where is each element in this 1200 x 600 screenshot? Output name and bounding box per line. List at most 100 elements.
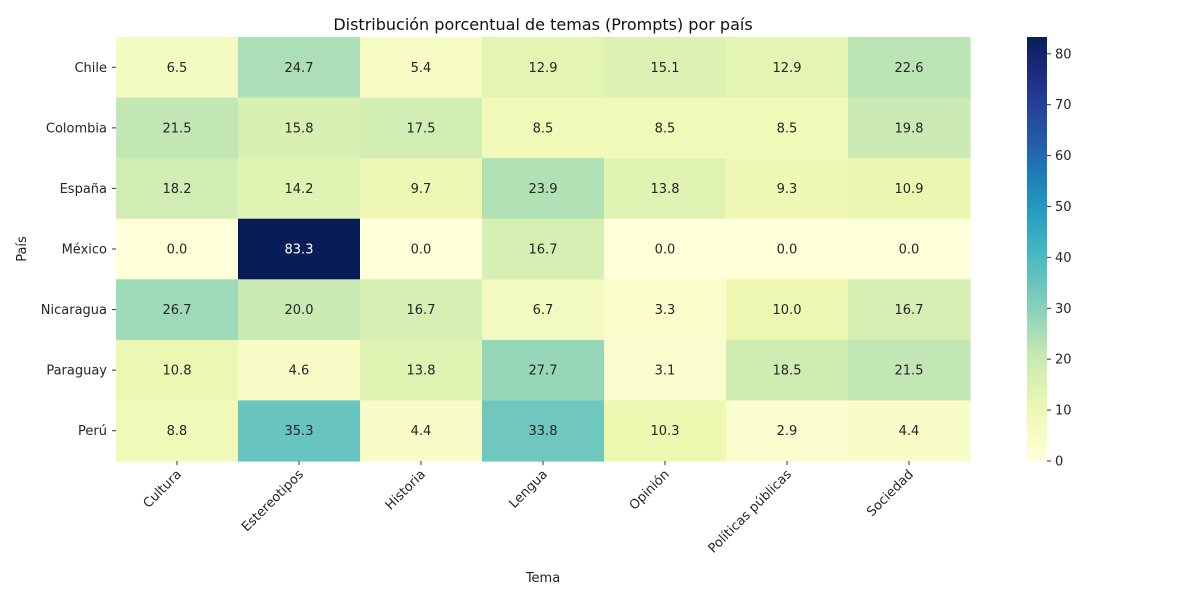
heatmap-cell bbox=[360, 279, 483, 341]
cell-value-label: 0.0 bbox=[655, 243, 676, 258]
cell-value-label: 24.7 bbox=[285, 61, 314, 76]
cell-value-label: 33.8 bbox=[529, 424, 558, 439]
colorbar-gradient bbox=[1027, 37, 1047, 461]
heatmap-cell bbox=[360, 400, 483, 462]
y-axis-ticks: Chile Colombia España México Nicaragua Paragu… bbox=[41, 61, 116, 439]
x-tick-label: Opinión bbox=[627, 467, 673, 513]
cell-value-label: 27.7 bbox=[529, 364, 558, 379]
heatmap-cell bbox=[482, 339, 605, 402]
colorbar-tick-label: 10 bbox=[1055, 404, 1072, 419]
heatmap-cell bbox=[604, 37, 727, 99]
heatmap-cell bbox=[116, 339, 239, 402]
heatmap-cell bbox=[604, 279, 727, 341]
cell-value-label: 9.3 bbox=[777, 182, 798, 197]
heatmap-cell bbox=[238, 158, 361, 220]
cell-value-label: 16.7 bbox=[407, 303, 436, 318]
heatmap-cell bbox=[848, 218, 971, 280]
heatmap-cell bbox=[116, 400, 239, 462]
heatmap-cell bbox=[604, 218, 727, 280]
chart-title: Distribución porcentual de temas (Prompt… bbox=[333, 15, 752, 34]
heatmap-cell bbox=[116, 279, 239, 341]
heatmap-cell bbox=[604, 339, 727, 402]
x-tick-label: Sociedad bbox=[864, 467, 917, 520]
y-tick-label: Colombia bbox=[46, 121, 107, 136]
heatmap-cell bbox=[360, 158, 483, 220]
x-tick-label: Historia bbox=[383, 467, 429, 513]
y-tick-label: Paraguay bbox=[46, 364, 107, 379]
cell-value-label: 20.0 bbox=[285, 303, 314, 318]
cell-value-label: 5.4 bbox=[411, 61, 432, 76]
heatmap-cell bbox=[848, 37, 971, 99]
x-axis-ticks: Cultura Estereotipos Historia Lengua Opinión… bbox=[141, 461, 917, 556]
heatmap-cell bbox=[604, 158, 727, 220]
heatmap-cell bbox=[482, 400, 605, 462]
heatmap-cell bbox=[116, 158, 239, 220]
cell-value-label: 12.9 bbox=[773, 61, 802, 76]
heatmap-cell bbox=[360, 97, 483, 159]
cell-value-label: 4.6 bbox=[289, 364, 310, 379]
colorbar-tick-label: 30 bbox=[1055, 302, 1072, 317]
cell-value-label: 6.5 bbox=[167, 61, 188, 76]
colorbar-tick-label: 80 bbox=[1055, 47, 1072, 62]
heatmap-cell bbox=[360, 218, 483, 280]
cell-value-label: 83.3 bbox=[285, 243, 314, 258]
heatmap-cell bbox=[238, 97, 361, 159]
cell-value-label: 9.7 bbox=[411, 182, 432, 197]
cell-value-label: 35.3 bbox=[285, 424, 314, 439]
y-axis-label: País bbox=[15, 236, 30, 262]
cell-value-label: 15.8 bbox=[285, 121, 314, 136]
heatmap-cell bbox=[360, 37, 483, 99]
y-tick-label: Nicaragua bbox=[41, 303, 107, 318]
colorbar-tick-label: 20 bbox=[1055, 353, 1072, 368]
cell-value-label: 8.8 bbox=[167, 424, 188, 439]
cell-value-label: 12.9 bbox=[529, 61, 558, 76]
heatmap-cell bbox=[116, 218, 239, 280]
heatmap-cell bbox=[360, 339, 483, 402]
cell-value-label: 8.5 bbox=[655, 121, 676, 136]
y-tick-label: Chile bbox=[74, 61, 107, 76]
cell-value-label: 21.5 bbox=[163, 121, 192, 136]
cell-value-label: 23.9 bbox=[529, 182, 558, 197]
y-tick-label: México bbox=[62, 243, 107, 258]
cell-value-label: 4.4 bbox=[411, 424, 432, 439]
colorbar-tick-label: 0 bbox=[1055, 455, 1063, 470]
heatmap-cell bbox=[726, 97, 849, 159]
cell-value-label: 6.7 bbox=[533, 303, 554, 318]
colorbar-tick-label: 70 bbox=[1055, 98, 1072, 113]
cell-value-label: 8.5 bbox=[777, 121, 798, 136]
heatmap-cell bbox=[482, 279, 605, 341]
heatmap-cell bbox=[604, 400, 727, 462]
cell-value-label: 16.7 bbox=[529, 243, 558, 258]
x-tick-label: Políticas públicas bbox=[706, 467, 795, 556]
heatmap-cell bbox=[238, 218, 361, 280]
heatmap-cell bbox=[604, 97, 727, 159]
heatmap-cell bbox=[726, 158, 849, 220]
x-tick-label: Cultura bbox=[141, 467, 185, 511]
cell-value-label: 19.8 bbox=[895, 121, 924, 136]
y-tick-label: España bbox=[60, 182, 107, 197]
cell-value-label: 13.8 bbox=[407, 364, 436, 379]
cell-value-label: 26.7 bbox=[163, 303, 192, 318]
cell-value-label: 10.9 bbox=[895, 182, 924, 197]
colorbar-tick-label: 50 bbox=[1055, 200, 1072, 215]
heatmap-cell bbox=[482, 158, 605, 220]
cell-value-label: 14.2 bbox=[285, 182, 314, 197]
heatmap-cell bbox=[482, 218, 605, 280]
heatmap-cell bbox=[482, 97, 605, 159]
cell-value-label: 18.5 bbox=[773, 364, 802, 379]
x-tick-label: Estereotipos bbox=[239, 467, 307, 535]
heatmap-cell bbox=[726, 400, 849, 462]
heatmap-cell bbox=[848, 339, 971, 402]
cell-value-label: 10.0 bbox=[773, 303, 802, 318]
heatmap-cell bbox=[238, 339, 361, 402]
heatmap-cell bbox=[116, 97, 239, 159]
cell-value-label: 2.9 bbox=[777, 424, 798, 439]
x-tick-label: Lengua bbox=[506, 467, 550, 511]
cell-value-label: 21.5 bbox=[895, 364, 924, 379]
y-tick-label: Perú bbox=[78, 424, 107, 439]
cell-value-label: 13.8 bbox=[651, 182, 680, 197]
cell-value-label: 3.1 bbox=[655, 364, 676, 379]
colorbar-tick-label: 40 bbox=[1055, 251, 1072, 266]
cell-value-label: 0.0 bbox=[411, 243, 432, 258]
